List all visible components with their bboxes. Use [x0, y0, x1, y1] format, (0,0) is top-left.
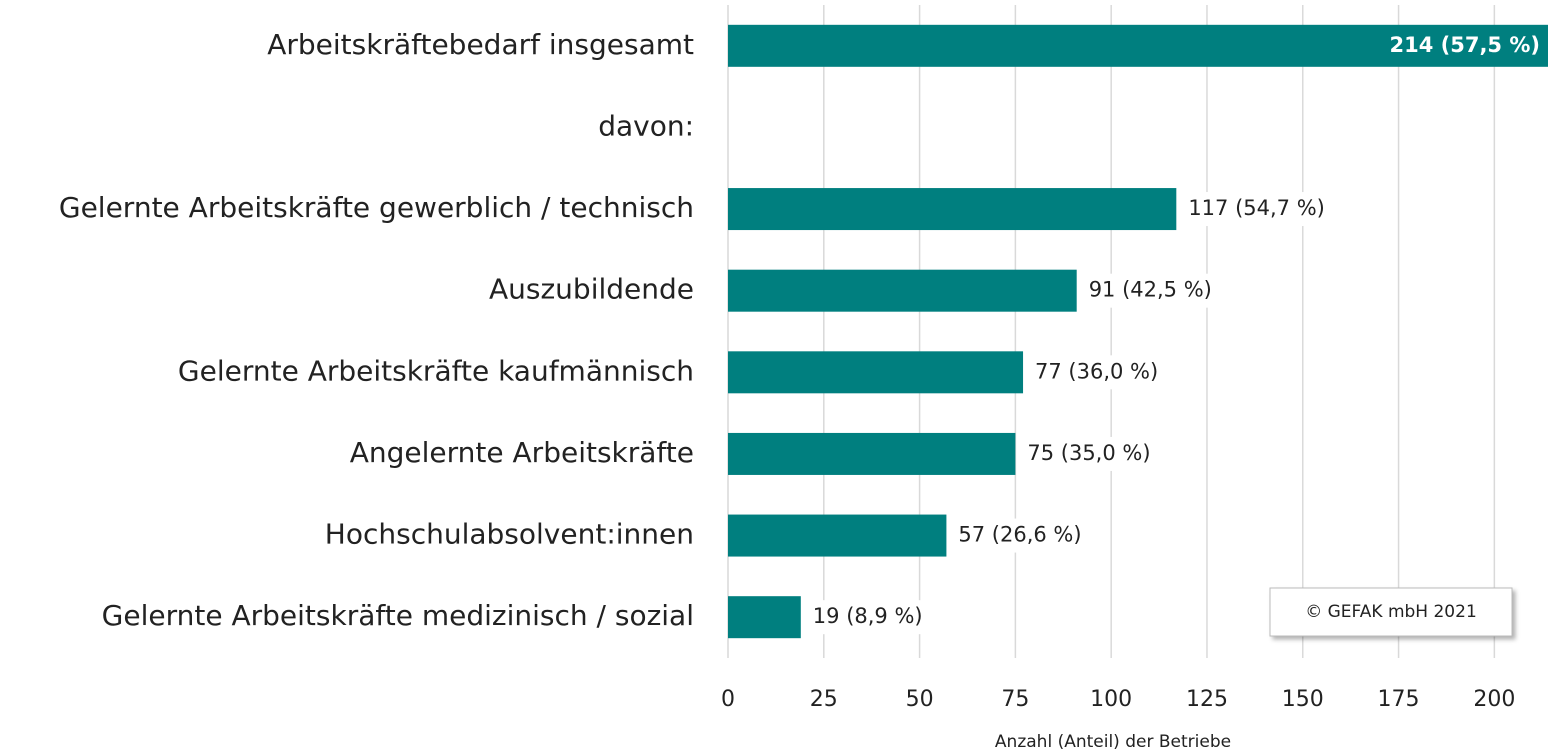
- y-tick-label: Gelernte Arbeitskräfte medizinisch / soz…: [102, 599, 694, 632]
- x-tick-label: 150: [1282, 687, 1324, 712]
- bar: [728, 269, 1077, 312]
- value-label: 214 (57,5 %): [1389, 33, 1540, 57]
- x-tick-label: 200: [1473, 687, 1515, 712]
- y-tick-label: davon:: [598, 109, 694, 142]
- bar: [728, 596, 801, 639]
- bar: [728, 24, 1548, 67]
- annotation: © GEFAK mbH 2021: [1305, 602, 1477, 622]
- x-tick-label: 100: [1090, 687, 1132, 712]
- value-label: 57 (26,6 %): [958, 523, 1081, 547]
- x-tick-label: 0: [721, 687, 735, 712]
- value-label-bg: [1182, 192, 1331, 227]
- bar: [728, 351, 1024, 394]
- x-axis-title: Anzahl (Anteil) der Betriebe: [995, 732, 1231, 752]
- y-tick-label: Hochschulabsolvent:innen: [325, 518, 694, 551]
- x-tick-label: 125: [1186, 687, 1228, 712]
- y-tick-label: Gelernte Arbeitskräfte gewerblich / tech…: [59, 191, 694, 224]
- value-label-bg: [1021, 436, 1157, 471]
- x-tick-label: 25: [810, 687, 838, 712]
- value-label-bg: [1029, 355, 1165, 390]
- y-tick-label: Gelernte Arbeitskräfte kaufmännisch: [178, 354, 694, 387]
- value-label: 75 (35,0 %): [1027, 441, 1150, 465]
- bar: [728, 514, 947, 557]
- value-label: 91 (42,5 %): [1089, 278, 1212, 302]
- value-label: 77 (36,0 %): [1035, 359, 1158, 383]
- note-box: [1269, 587, 1513, 637]
- y-tick-label: Auszubildende: [489, 273, 694, 306]
- value-label-bg: [1082, 273, 1218, 308]
- value-label: 19 (8,9 %): [813, 604, 923, 628]
- bar: [728, 188, 1177, 231]
- value-label: 117 (54,7 %): [1188, 196, 1325, 220]
- y-tick-label: Angelernte Arbeitskräfte: [350, 436, 694, 469]
- x-tick-label: 175: [1378, 687, 1420, 712]
- x-tick-label: 75: [1001, 687, 1029, 712]
- bar: [728, 432, 1016, 475]
- value-label-bg: [952, 518, 1088, 553]
- value-label-bg: [806, 600, 929, 635]
- x-tick-label: 50: [906, 687, 934, 712]
- y-tick-label: Arbeitskräftebedarf insgesamt: [267, 28, 694, 61]
